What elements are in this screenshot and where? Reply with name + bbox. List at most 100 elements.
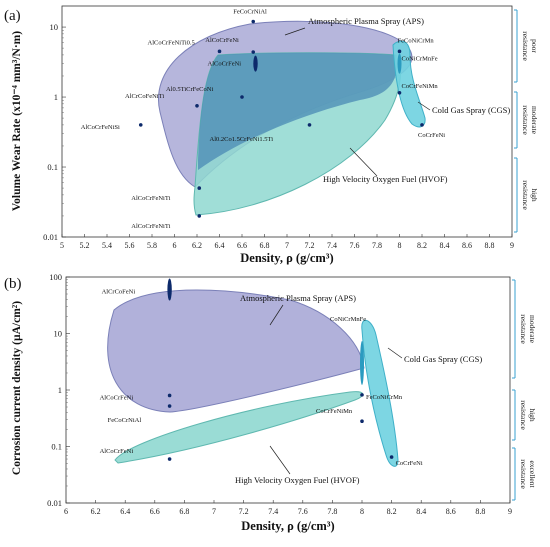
hvof-label-b: High Velocity Oxygen Fuel (HVOF) — [235, 475, 360, 485]
x-tick-label: 7 — [285, 241, 289, 250]
point-label: Al0.5TiCrFeCoNi — [166, 86, 213, 93]
band-label-line: resistance — [519, 459, 528, 489]
cgs-label-b: Cold Gas Spray (CGS) — [404, 354, 482, 364]
band-label-line: resistance — [519, 400, 528, 430]
panel-b-y-ticks: 0.01 0.1 1 10 100 — [47, 272, 70, 508]
panel-b-x-axis-title: Density, ρ (g/cm³) — [241, 519, 334, 533]
band-label-line: resistance — [521, 105, 530, 135]
data-point — [138, 123, 143, 127]
band-label: poorresistance — [521, 31, 539, 61]
panel-b-regions — [107, 289, 399, 467]
point-label: FeCoNiCrMn — [366, 394, 403, 401]
point-label: CoNiCrMnFe — [402, 56, 438, 63]
y-tick-label: 0.1 — [47, 162, 58, 172]
x-tick-label: 8.2 — [417, 241, 427, 250]
panel-a-y-axis-title: Volume Wear Rate (x10⁻⁴ mm³/N·m) — [11, 31, 23, 211]
band-label: highresistance — [519, 400, 537, 430]
panel-b-resistance-bands: moderateresistancehighresistanceexcellen… — [512, 279, 537, 501]
point-label: AlCoCrFeNiTi — [131, 195, 170, 202]
band-label: moderateresistance — [521, 105, 539, 135]
x-tick-label: 7 — [212, 507, 216, 516]
data-point — [167, 404, 172, 408]
spread-marker — [360, 341, 364, 386]
aps-label-b: Atmospheric Plasma Spray (APS) — [240, 293, 356, 303]
panel-a-points: FeCoCrNiAl AlCoCrFeNi AlCoCrFeNi AlCoCrFeNi… — [81, 9, 446, 230]
hvof-leader-b — [269, 445, 291, 475]
band-label-line: moderate — [528, 315, 537, 344]
panel-a-x-ticks: 5 5.2 5.4 5.6 5.8 6 6.2 6.4 6.6 6.8 7 7.2 7.4 7.6 7.8 8… — [60, 234, 514, 250]
panel-a: (a) 5 5.2 5.4 5.6 5.8 6 6.2 6.4 6.6 6.8 7 7.2 7.4 7.6… — [4, 5, 539, 265]
x-tick-label: 8 — [398, 241, 402, 250]
aps-leader-b — [269, 304, 284, 326]
aps-region-b — [107, 289, 365, 413]
data-point — [240, 95, 244, 99]
data-point — [420, 123, 424, 127]
point-label: AlCrCoFeNiTi — [125, 93, 164, 100]
y-tick-label: 100 — [49, 272, 62, 282]
x-tick-label: 6.8 — [179, 507, 189, 516]
point-label: CoCrFeNiMn — [402, 83, 439, 90]
x-tick-label: 6.4 — [215, 241, 225, 250]
band-label-line: resistance — [521, 31, 530, 61]
point-label: AlCoCrFeNiTi — [131, 223, 170, 230]
data-point — [217, 49, 222, 54]
aps-leader-a — [284, 27, 306, 36]
band-label: excellentresistance — [519, 459, 537, 489]
x-tick-label: 7.6 — [350, 241, 360, 250]
panel-a-resistance-bands: poorresistancemoderateresistancehighresi… — [514, 9, 539, 233]
y-tick-label: 1 — [54, 92, 58, 102]
band-label-line: high — [530, 188, 539, 202]
panel-b-points: AlCrCoFeNi AlCoCrFeNi FeCoCrNiAl CoCrFeNiMn… — [100, 278, 423, 467]
overlap-region-a — [198, 52, 397, 170]
x-tick-label: 8.6 — [462, 241, 472, 250]
x-tick-label: 5.4 — [102, 241, 112, 250]
band-label-line: excellent — [528, 460, 537, 488]
x-tick-label: 6.2 — [192, 241, 202, 250]
x-tick-label: 9 — [508, 507, 512, 516]
y-tick-label: 0.1 — [51, 442, 62, 452]
spread-marker — [167, 278, 172, 301]
panel-a-label: (a) — [4, 8, 21, 24]
data-point — [397, 49, 402, 54]
x-tick-label: 7.8 — [372, 241, 382, 250]
x-tick-label: 8.2 — [387, 507, 397, 516]
x-tick-label: 5.6 — [125, 241, 135, 250]
y-tick-label: 1 — [58, 385, 62, 395]
y-tick-label: 10 — [50, 22, 59, 32]
data-point — [197, 186, 202, 190]
cgs-leader-b — [387, 347, 403, 359]
hvof-leader-a — [349, 147, 378, 177]
x-tick-label: 5 — [60, 241, 64, 250]
y-tick-label: 0.01 — [43, 232, 58, 242]
y-tick-label: 0.01 — [47, 498, 62, 508]
band-label-line: resistance — [521, 180, 530, 210]
cgs-leader-a — [417, 101, 431, 111]
data-point — [251, 19, 256, 24]
band-label-line: resistance — [519, 314, 528, 344]
hvof-label-a: High Velocity Oxygen Fuel (HVOF) — [323, 174, 448, 184]
x-tick-label: 8.6 — [446, 507, 456, 516]
data-point — [251, 50, 256, 54]
panel-a-y-ticks: 0.01 0.1 1 10 — [43, 5, 66, 242]
band-label: highresistance — [521, 180, 539, 210]
point-label: AlCoCrFeNi — [100, 394, 134, 401]
point-label: FeCoCrNiAl — [108, 417, 142, 424]
data-point — [397, 90, 402, 95]
x-tick-label: 6.6 — [237, 241, 247, 250]
x-tick-label: 5.2 — [80, 241, 90, 250]
band-label-line: moderate — [530, 106, 539, 135]
point-label: FeCoNiCrMn — [398, 37, 435, 44]
point-label: CoCrFeNi — [396, 460, 423, 467]
panel-b: (b) 6 6.2 6.4 6.6 6.8 7 7.2 7.4 7.6 7.8 8 8.2 8.4 8.6… — [4, 272, 537, 533]
panel-b-label: (b) — [4, 276, 22, 292]
aps-label-a: Atmospheric Plasma Spray (APS) — [308, 16, 424, 26]
band-label-line: poor — [530, 39, 539, 53]
data-point — [197, 214, 202, 218]
x-tick-label: 7.2 — [305, 241, 315, 250]
data-point — [389, 455, 394, 459]
band-label-line: high — [528, 408, 537, 422]
x-tick-label: 9 — [510, 241, 514, 250]
point-label: CoNiCrMnFe — [330, 316, 366, 323]
panel-b-x-ticks: 6 6.2 6.4 6.6 6.8 7 7.2 7.4 7.6 7.8 8 8.2 8.4 8.6 8.8 9 — [64, 500, 512, 516]
x-tick-label: 8.8 — [485, 241, 495, 250]
